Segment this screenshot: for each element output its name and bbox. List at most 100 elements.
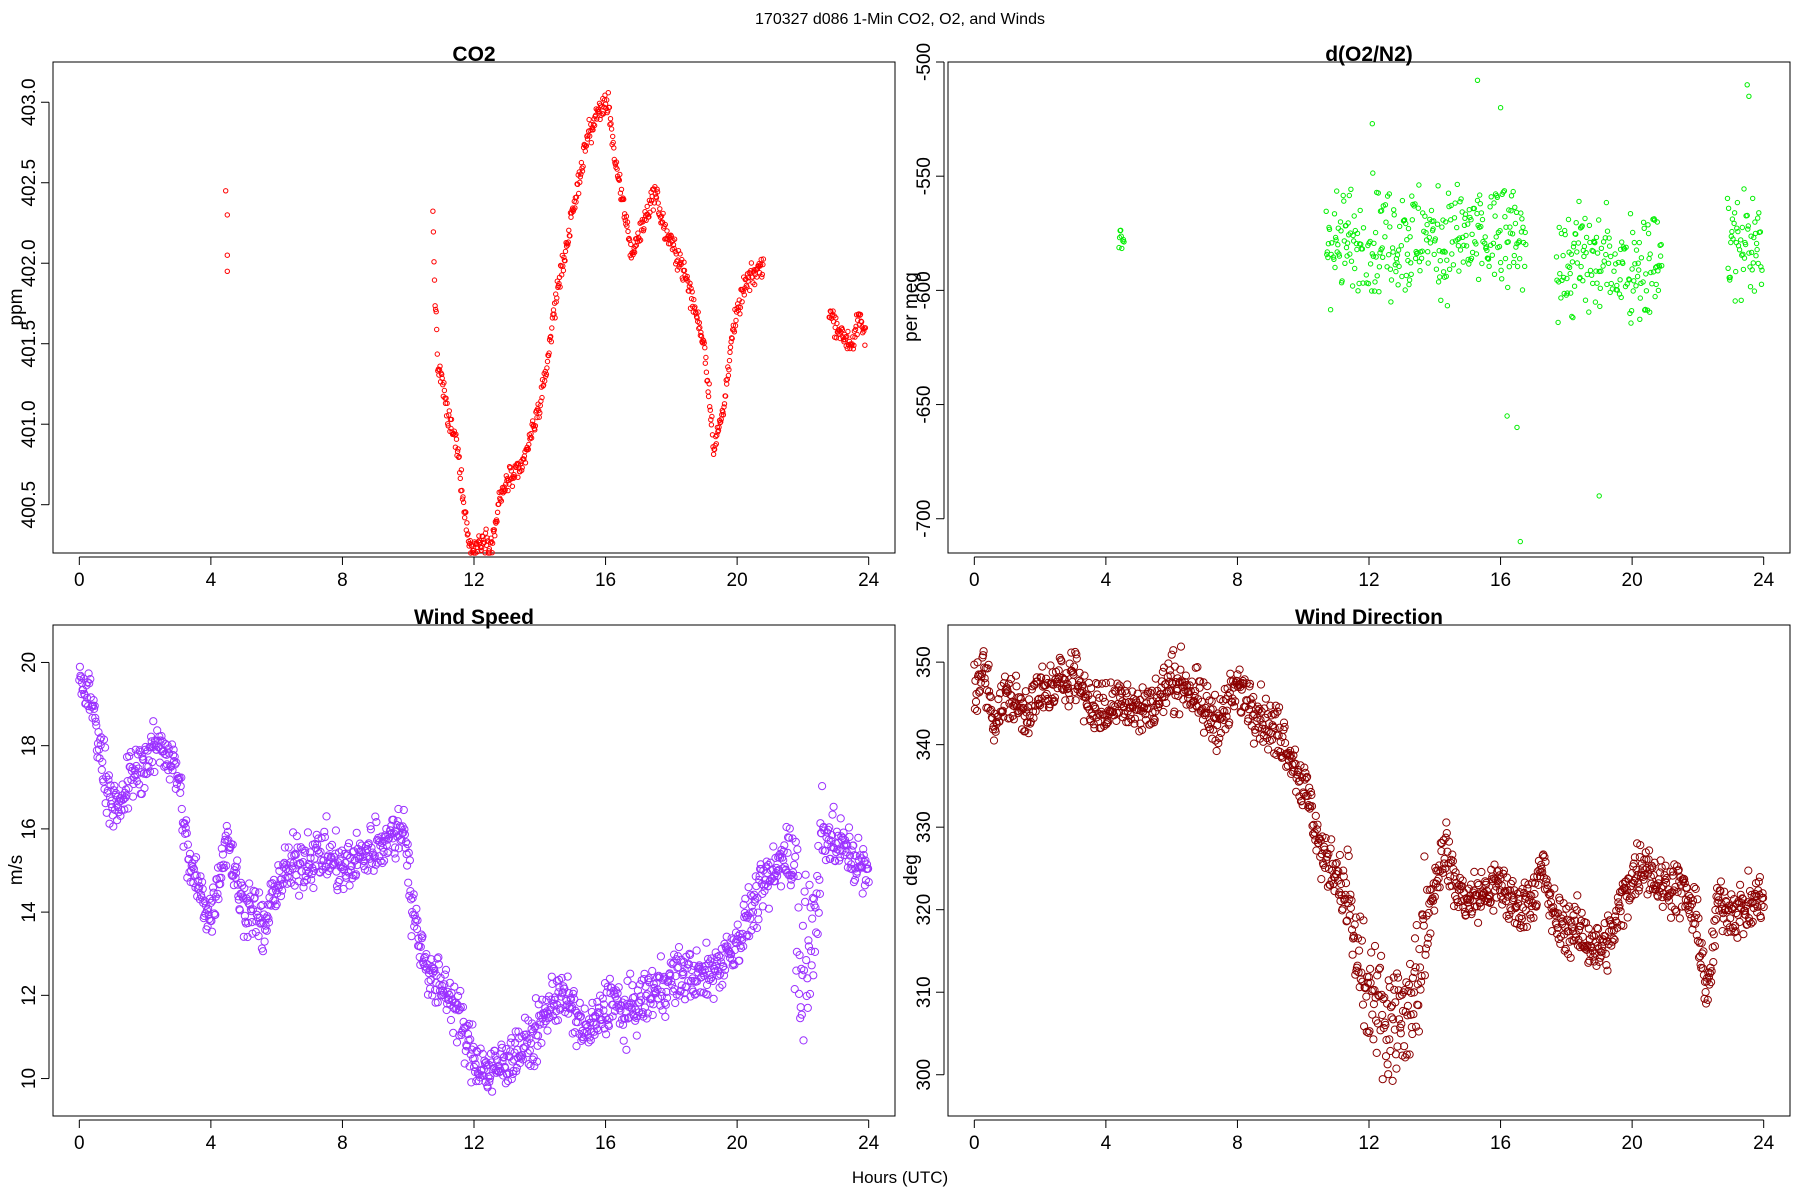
co2-data-point bbox=[720, 409, 726, 415]
wind-speed-data-point bbox=[622, 1045, 631, 1054]
wind-speed-data-point bbox=[264, 918, 274, 927]
o2-data-point bbox=[1477, 201, 1484, 207]
o2-data-point bbox=[1495, 229, 1502, 236]
wind-speed-data-point bbox=[86, 675, 95, 684]
o2-data-point bbox=[1571, 283, 1578, 289]
co2-y-tick-label: 402.0 bbox=[19, 239, 40, 287]
wind-direction-data-point bbox=[985, 687, 994, 696]
co2-x-tick-label: 0 bbox=[74, 570, 85, 591]
wind-direction-data-point bbox=[1065, 689, 1074, 698]
wind-direction-data-point bbox=[1281, 738, 1290, 748]
wind-speed-data-point bbox=[736, 944, 746, 953]
wind-speed-data-point bbox=[171, 760, 180, 769]
wind-speed-data-point bbox=[557, 992, 566, 1001]
wind-speed-data-point bbox=[864, 878, 873, 887]
co2-data-point bbox=[618, 186, 625, 193]
o2-data-point bbox=[1397, 223, 1403, 230]
o2-data-point bbox=[1352, 265, 1358, 272]
wind-speed-data-point bbox=[411, 914, 420, 924]
wind-direction-data-point bbox=[1611, 912, 1620, 921]
wind-direction-data-point bbox=[1645, 885, 1654, 895]
wind-direction-data-point bbox=[1199, 728, 1209, 737]
o2-data-point bbox=[1386, 252, 1392, 258]
co2-data-point bbox=[664, 228, 670, 234]
wind-direction-data-point bbox=[1516, 923, 1525, 933]
wind-speed-data-point bbox=[809, 894, 819, 904]
wind-speed-data-point bbox=[805, 880, 814, 890]
wind-speed-data-point bbox=[423, 990, 433, 999]
wind-direction-data-point bbox=[1261, 694, 1271, 703]
o2-data-point bbox=[1745, 226, 1751, 232]
o2-data-point bbox=[1473, 251, 1480, 257]
wind-direction-data-point bbox=[1477, 867, 1486, 877]
wind-speed-data-point bbox=[343, 842, 352, 851]
wind-speed-data-point bbox=[812, 928, 821, 937]
wind-direction-data-point bbox=[1402, 1050, 1411, 1059]
co2-data-point bbox=[635, 230, 641, 236]
co2-data-point bbox=[637, 237, 644, 243]
wind-direction-data-point bbox=[1089, 720, 1098, 729]
wind-speed-data-point bbox=[270, 882, 279, 891]
wind-direction-data-point bbox=[1444, 837, 1454, 846]
wind-speed-data-point bbox=[165, 775, 174, 784]
wind-direction-data-point bbox=[1625, 894, 1635, 903]
wind-direction-data-point bbox=[1216, 728, 1226, 738]
o2-data-point bbox=[1511, 259, 1517, 266]
wind-speed-data-point bbox=[320, 833, 329, 842]
o2-data-point bbox=[1119, 245, 1125, 252]
co2-data-point bbox=[432, 303, 438, 309]
o2-data-point bbox=[1732, 298, 1738, 304]
wind-speed-data-point bbox=[708, 976, 718, 986]
o2-data-point bbox=[1398, 243, 1405, 249]
wind-speed-data-point bbox=[544, 1014, 553, 1023]
o2-data-point bbox=[1570, 244, 1577, 250]
co2-data-point bbox=[457, 475, 463, 482]
wind-direction-data-point bbox=[1440, 859, 1449, 868]
co2-data-point bbox=[715, 427, 722, 434]
co2-data-point bbox=[507, 465, 513, 471]
wind-direction-data-point bbox=[1465, 904, 1474, 913]
wind-speed-data-point bbox=[779, 847, 788, 856]
wind-speed-data-point bbox=[807, 946, 816, 956]
o2-data-point bbox=[1337, 219, 1344, 225]
wind-direction-data-point bbox=[1732, 908, 1741, 918]
o2-data-point bbox=[1482, 234, 1488, 240]
wind-direction-data-point bbox=[1372, 1048, 1381, 1058]
co2-data-point bbox=[754, 266, 761, 272]
wind-direction-data-point bbox=[1365, 1027, 1374, 1036]
wind-speed-data-point bbox=[753, 893, 762, 903]
co2-data-point bbox=[565, 242, 571, 248]
wind-direction-data-point bbox=[1374, 965, 1384, 974]
wind-direction-data-point bbox=[1039, 703, 1048, 712]
wind-speed-data-point bbox=[104, 775, 113, 784]
wind-speed-data-point bbox=[101, 743, 110, 752]
wind-direction-data-point bbox=[1414, 1001, 1423, 1010]
wind-direction-data-point bbox=[1565, 902, 1574, 911]
wind-speed-data-point bbox=[763, 882, 772, 891]
wind-direction-data-point bbox=[1264, 745, 1273, 754]
wind-speed-points bbox=[75, 662, 873, 1096]
wind-speed-data-point bbox=[637, 996, 646, 1005]
wind-speed-data-point bbox=[785, 824, 794, 833]
wind-direction-data-point bbox=[1567, 923, 1576, 932]
wind-direction-data-point bbox=[1122, 689, 1131, 698]
o2-data-point bbox=[1631, 278, 1637, 284]
wind-direction-data-point bbox=[1417, 977, 1426, 986]
o2-data-point bbox=[1519, 216, 1525, 222]
wind-speed-data-point bbox=[192, 871, 201, 880]
wind-speed-data-point bbox=[256, 919, 265, 928]
wind-speed-data-point bbox=[377, 839, 386, 848]
wind-speed-data-point bbox=[801, 870, 810, 879]
wind-speed-data-point bbox=[703, 990, 712, 999]
wind-direction-data-point bbox=[1599, 937, 1608, 946]
wind-direction-data-point bbox=[1590, 957, 1599, 966]
co2-data-point bbox=[537, 410, 543, 416]
wind-speed-data-point bbox=[859, 845, 868, 854]
wind-direction-data-point bbox=[1717, 899, 1726, 908]
wind-direction-y-tick-label: 350 bbox=[914, 646, 935, 678]
wind-speed-data-point bbox=[145, 767, 155, 776]
wind-speed-data-point bbox=[364, 839, 373, 848]
wind-direction-data-point bbox=[1610, 935, 1619, 945]
co2-data-point bbox=[494, 518, 500, 525]
wind-direction-data-point bbox=[1675, 914, 1684, 923]
